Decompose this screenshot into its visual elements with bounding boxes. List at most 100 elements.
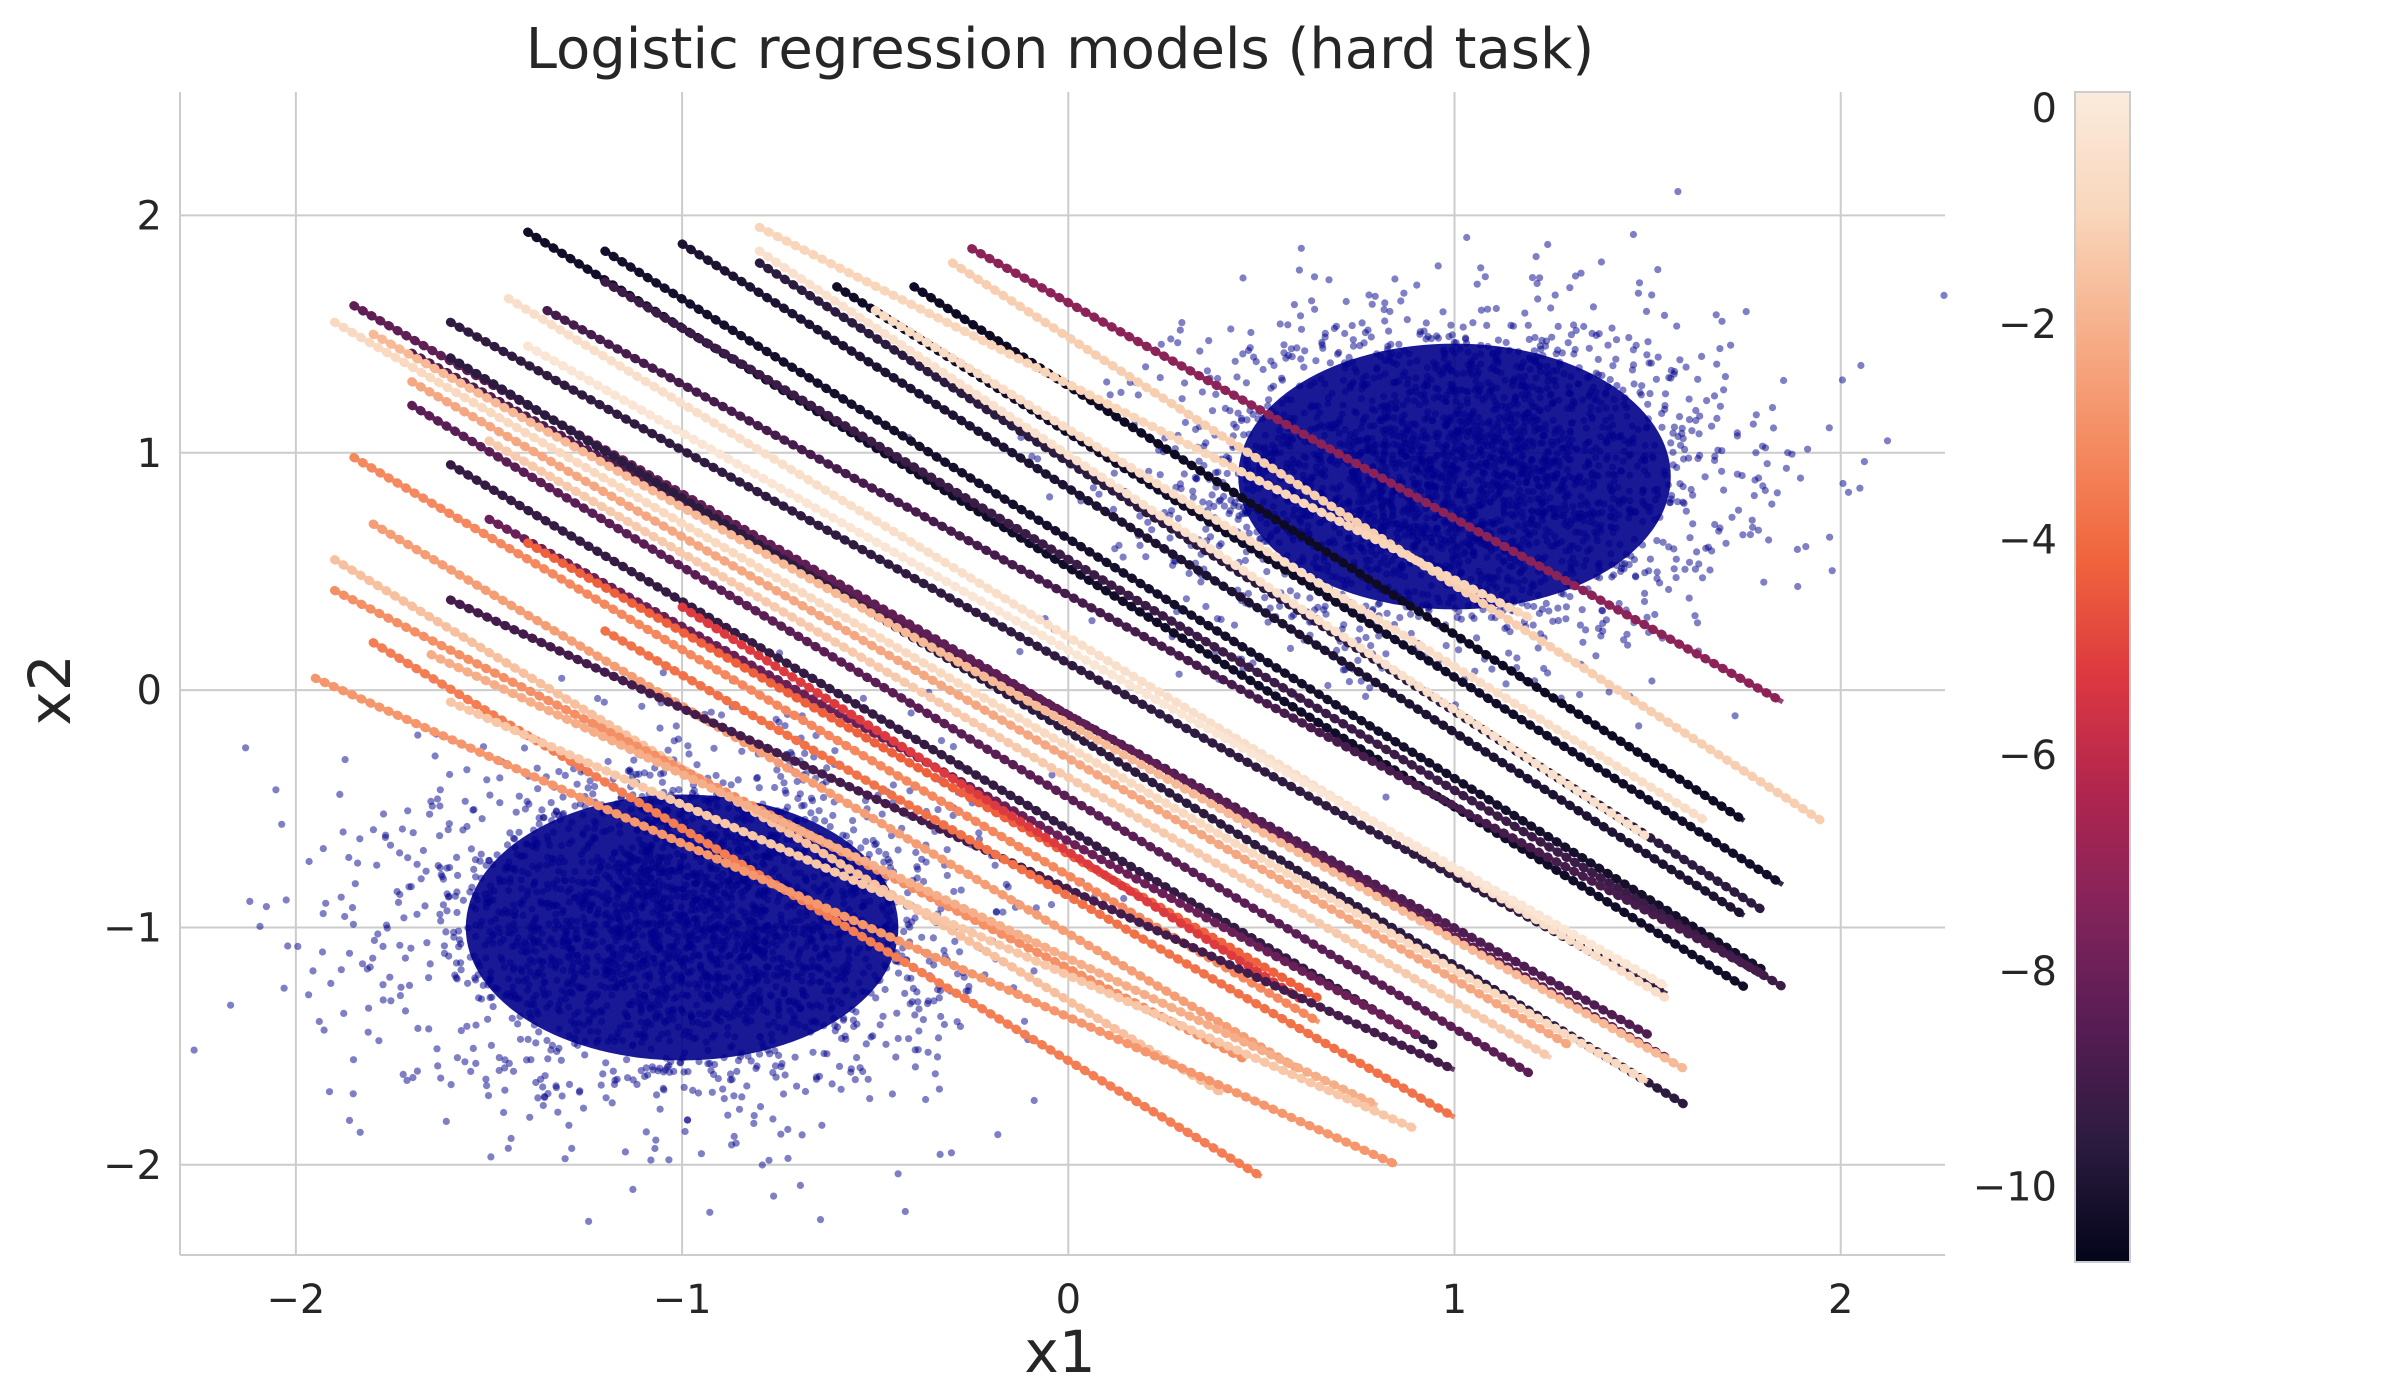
scatter-point [1088,617,1096,625]
scatter-point [720,1095,728,1103]
scatter-point [693,761,701,769]
scatter-point [1610,571,1618,579]
scatter-point [305,857,313,866]
scatter-point [374,930,382,938]
scatter-point [1698,574,1707,582]
scatter-point [484,1015,492,1023]
scatter-point [1297,325,1306,333]
scatter-point [1765,536,1773,544]
scatter-point [1365,291,1373,299]
scatter-point [1142,553,1150,561]
scatter-point [1468,612,1476,620]
scatter-point [404,807,412,815]
scatter-point [1523,602,1532,610]
scatter-point [1706,566,1714,574]
scatter-point [779,1090,788,1098]
scatter-point [1367,333,1375,341]
scatter-point [1462,335,1470,343]
scatter-point [1455,646,1463,654]
scatter-point [539,1083,547,1091]
scatter-point [431,752,439,760]
scatter-point [1763,460,1771,468]
scatter-point [1364,326,1372,334]
scatter-point [644,1071,652,1079]
scatter-point [1635,279,1644,287]
scatter-point [341,756,349,764]
scatter-point [1208,407,1217,415]
scatter-point [1312,357,1320,365]
scatter-point [727,781,735,789]
scatter-point [1174,514,1183,522]
scatter-point [1345,678,1353,686]
scatter-point [1643,351,1651,359]
scatter-point [818,1121,826,1129]
scatter-point [1381,299,1389,307]
scatter-point [1528,274,1537,282]
scatter-point [758,1161,766,1169]
scatter-point [558,1092,566,1100]
scatter-point [340,1009,348,1018]
scatter-point [514,1020,522,1028]
scatter-point [375,1037,383,1045]
scatter-point [463,1022,471,1030]
scatter-point [1768,500,1776,508]
scatter-point [365,1004,373,1012]
scatter-point [613,1075,621,1083]
scatter-point [1686,534,1694,542]
scatter-point [1362,692,1370,701]
scatter-point [907,709,915,717]
scatter-point [1195,457,1203,465]
scatter-point [1434,262,1442,270]
scatter-point [373,861,381,869]
scatter-point [1595,330,1603,338]
scatter-point [1247,328,1255,337]
scatter-point [1396,614,1404,622]
scatter-point [440,942,448,950]
scatter-point [1682,363,1690,371]
scatter-point [1230,420,1238,428]
scatter-point [387,997,395,1005]
scatter-point [1391,275,1399,283]
scatter-point [755,784,763,792]
scatter-point [656,1105,664,1113]
scatter-point [447,1081,455,1089]
scatter-point [1330,324,1338,332]
scatter-point [1310,273,1319,281]
scatter-point [1385,327,1393,335]
scatter-point [1696,451,1704,459]
scatter-point [1746,531,1754,539]
scatter-point [1326,359,1334,367]
scatter-point [1711,520,1719,529]
scatter-point [624,1074,632,1082]
scatter-point [1641,589,1649,598]
scatter-point [581,1051,589,1059]
scatter-point [1167,335,1175,343]
scatter-point [599,1070,607,1078]
scatter-point [1685,594,1693,602]
scatter-point [246,897,254,906]
scatter-point [1674,188,1682,196]
scatter-point [1672,555,1680,563]
scatter-point [1594,355,1602,363]
scatter-point [1197,578,1205,586]
scatter-point [1447,321,1455,329]
scatter-point [1142,363,1150,371]
scatter-point [1205,337,1213,345]
scatter-point [1157,340,1165,348]
scatter-point [1106,391,1114,399]
scatter-point [1605,688,1613,696]
scatter-point [1356,625,1364,633]
scatter-point [1494,336,1502,344]
scatter-point [1554,322,1562,330]
scatter-point [404,854,412,862]
scatter-point [936,1150,944,1158]
scatter-point [1245,529,1253,537]
scatter-point [320,1026,328,1034]
scatter-point [1703,397,1711,405]
scatter-point [1286,644,1295,653]
scatter-point [624,767,633,775]
scatter-point [589,790,597,798]
scatter-point [1463,233,1471,242]
scatter-point [1196,347,1204,355]
